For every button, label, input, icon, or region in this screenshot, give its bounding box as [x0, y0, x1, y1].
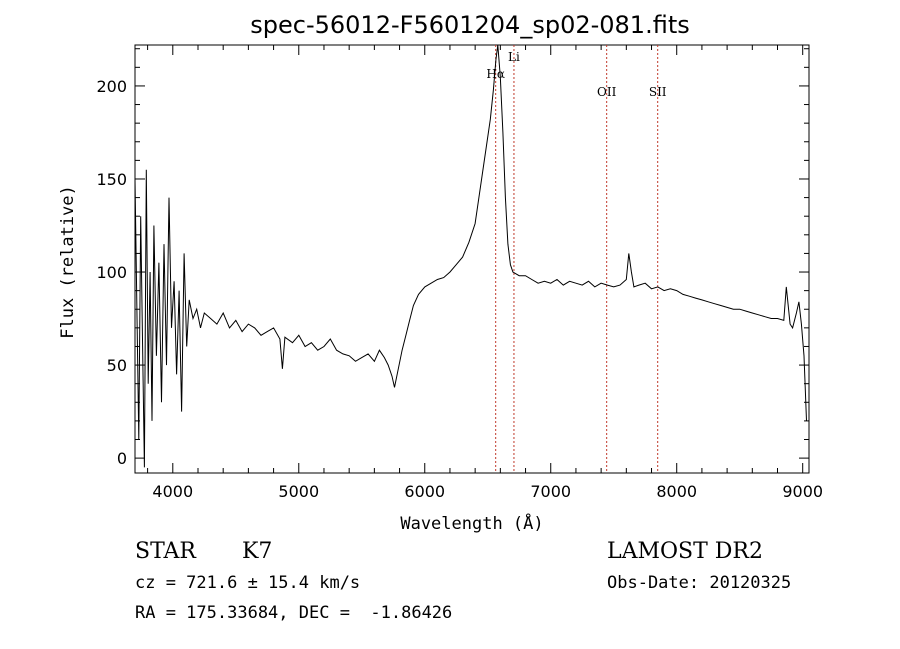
y-tick-label: 150	[96, 170, 127, 189]
plot-frame	[134, 44, 810, 474]
x-axis-label: Wavelength (Å)	[400, 512, 543, 534]
x-tick-label: 5000	[278, 482, 319, 501]
y-tick-label: 50	[107, 356, 127, 375]
axis-ticks: 4000 5000 6000 7000 8000 9000 0 50 100 150 200	[96, 45, 823, 501]
observation-date: Obs-Date: 20120325	[607, 573, 792, 593]
coordinates-readout: RA = 175.33684, DEC = -1.86426	[135, 603, 453, 623]
x-tick-label: 8000	[656, 482, 697, 501]
y-tick-label: 0	[117, 449, 127, 468]
x-tick-label: 7000	[530, 482, 571, 501]
spectral-line-label: SII	[649, 85, 667, 99]
y-axis-label: Flux (relative)	[58, 185, 78, 339]
spectral-line-label: Li	[508, 50, 520, 64]
object-subclass: K7	[242, 539, 273, 564]
y-tick-label: 200	[96, 77, 127, 96]
x-tick-label: 4000	[152, 482, 193, 501]
x-tick-label: 9000	[782, 482, 823, 501]
chart-title: spec-56012-F5601204_sp02-081.fits	[250, 11, 689, 39]
redshift-readout: cz = 721.6 ± 15.4 km/s	[135, 573, 361, 593]
x-tick-label: 6000	[404, 482, 445, 501]
spectrum-line	[134, 44, 807, 468]
spectral-line-label: Hα	[486, 67, 505, 81]
y-tick-label: 100	[96, 263, 127, 282]
spectral-line-label: OII	[597, 85, 617, 99]
object-class: STAR	[135, 539, 196, 564]
survey-name: LAMOST DR2	[607, 539, 763, 564]
